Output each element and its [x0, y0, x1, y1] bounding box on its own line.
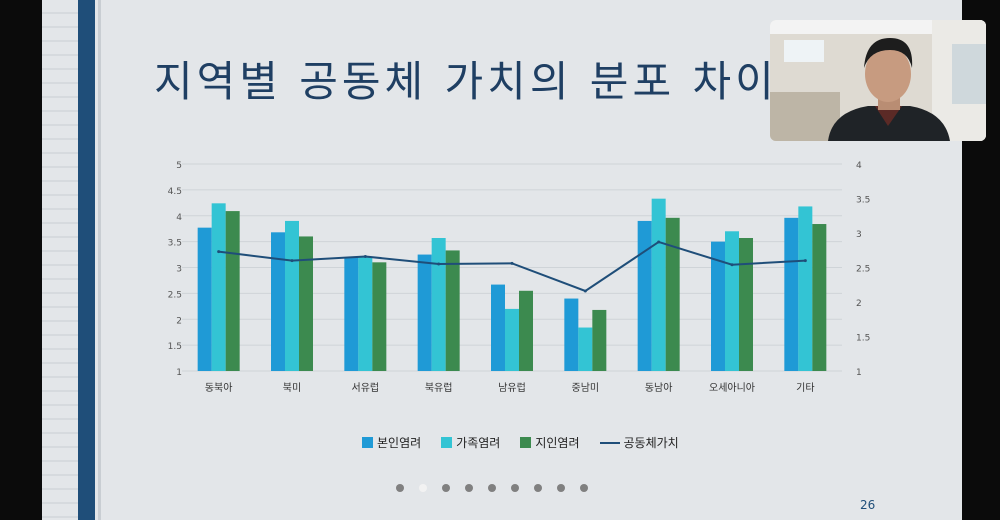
line-point: [730, 263, 734, 267]
slide-accent-bar: [78, 0, 95, 520]
bar-bon: [637, 220, 652, 371]
slide-nav-dot[interactable]: [419, 484, 427, 492]
bar-bon: [197, 227, 212, 371]
x-tick-label: 남유럽: [498, 382, 526, 394]
y-left-tick-label: 2: [176, 316, 182, 326]
y-left-tick-label: 4: [176, 213, 182, 223]
bar-gajok: [358, 257, 373, 371]
slide-divider-stripe: [98, 0, 101, 520]
line-point: [583, 289, 587, 293]
line-point: [217, 250, 221, 254]
bar-bon: [271, 232, 285, 371]
legend-item-line: 공동체가치: [599, 434, 679, 451]
slide-nav-dot[interactable]: [534, 484, 542, 492]
legend-item-gajok: 가족염려: [441, 434, 500, 451]
y-left-tick-label: 3.5: [168, 239, 182, 249]
bar-bon: [784, 217, 799, 371]
y-right-tick-label: 2.5: [856, 265, 870, 275]
bar-bon: [344, 257, 359, 371]
bar-bon: [711, 241, 725, 371]
bar-gajok: [798, 206, 813, 371]
legend-item-bon: 본인염려: [362, 434, 421, 451]
y-right-tick-label: 4: [856, 161, 862, 171]
legend-label-gajok: 가족염려: [456, 436, 501, 450]
y-right-tick-label: 2: [856, 299, 862, 309]
slide-nav-dot[interactable]: [396, 484, 404, 492]
bar-jiin: [372, 262, 387, 371]
y-right-tick-label: 3: [856, 230, 862, 240]
x-tick-label: 중남미: [572, 382, 600, 394]
legend-swatch-jiin: [520, 437, 532, 448]
slide-nav-dots[interactable]: [396, 484, 588, 492]
legend-item-jiin: 지인염려: [520, 434, 580, 451]
bar-gajok: [431, 238, 446, 371]
bar-gajok: [211, 203, 226, 371]
x-tick-label: 서유럽: [352, 382, 380, 394]
x-tick-label: 북유럽: [425, 382, 453, 394]
x-tick-label: 북미: [283, 382, 301, 394]
legend-swatch-gajok: [441, 437, 453, 448]
bar-bon: [491, 284, 505, 371]
line-point: [437, 262, 441, 266]
y-left-tick-label: 4.5: [168, 187, 182, 197]
y-left-tick-label: 1.5: [168, 342, 182, 352]
bar-jiin: [812, 224, 827, 371]
x-tick-label: 오세아니아: [709, 382, 755, 394]
bar-gajok: [725, 231, 739, 371]
legend-label-bon: 본인염려: [377, 436, 422, 450]
bar-jiin: [665, 217, 680, 371]
bar-gajok: [505, 308, 519, 371]
y-right-tick-label: 3.5: [856, 196, 870, 206]
legend-swatch-bon: [362, 437, 373, 448]
webcam-person-image: [770, 20, 986, 141]
line-point: [363, 254, 367, 258]
line-point: [803, 259, 807, 263]
page-number: 26: [860, 498, 876, 512]
bar-gajok: [651, 198, 666, 371]
x-tick-label: 동북아: [205, 382, 233, 394]
y-left-tick-label: 1: [176, 368, 182, 378]
legend-swatch-line: [599, 441, 620, 444]
bar-jiin: [592, 309, 607, 371]
legend-label-line: 공동체가치: [623, 436, 679, 450]
line-point: [290, 259, 294, 263]
bar-jiin: [739, 238, 753, 371]
bar-jiin: [225, 211, 240, 371]
slide-nav-dot[interactable]: [465, 484, 473, 492]
bar-bon: [417, 254, 432, 371]
bar-gajok: [285, 220, 299, 371]
bar-gajok: [578, 327, 593, 371]
y-left-tick-label: 2.5: [168, 290, 182, 300]
y-left-tick-label: 5: [176, 161, 182, 171]
bar-jiin: [519, 290, 533, 371]
y-right-tick-label: 1.5: [856, 334, 870, 344]
line-point: [657, 240, 661, 244]
slide-title: 지역별 공동체 가치의 분포 차이: [154, 57, 778, 106]
y-right-tick-label: 1: [856, 368, 862, 378]
y-left-tick-label: 3: [176, 265, 182, 275]
slide-left-pattern: [42, 0, 78, 520]
legend-label-jiin: 지인염려: [535, 436, 580, 450]
slide-nav-dot[interactable]: [580, 484, 588, 492]
x-tick-label: 기타: [796, 382, 814, 394]
bar-line-chart: 1 1.5 2 2.5 3 3.5 4 4.5 5 1 1.5 2 2.5 3 3.5 4 동북아 북미 서유럽 북유…: [168, 161, 871, 394]
slide-nav-dot[interactable]: [488, 484, 496, 492]
bar-jiin: [299, 236, 313, 371]
slide-nav-dot[interactable]: [442, 484, 450, 492]
bar-bon: [564, 298, 579, 371]
bar-jiin: [445, 250, 460, 371]
webcam-video-feed[interactable]: [770, 20, 986, 141]
slide-nav-dot[interactable]: [511, 484, 519, 492]
slide-nav-dot[interactable]: [557, 484, 565, 492]
line-point: [510, 261, 514, 265]
chart-legend: 본인염려 가족염려 지인염려 공동체가치: [362, 434, 679, 451]
x-tick-label: 동남아: [645, 382, 673, 394]
